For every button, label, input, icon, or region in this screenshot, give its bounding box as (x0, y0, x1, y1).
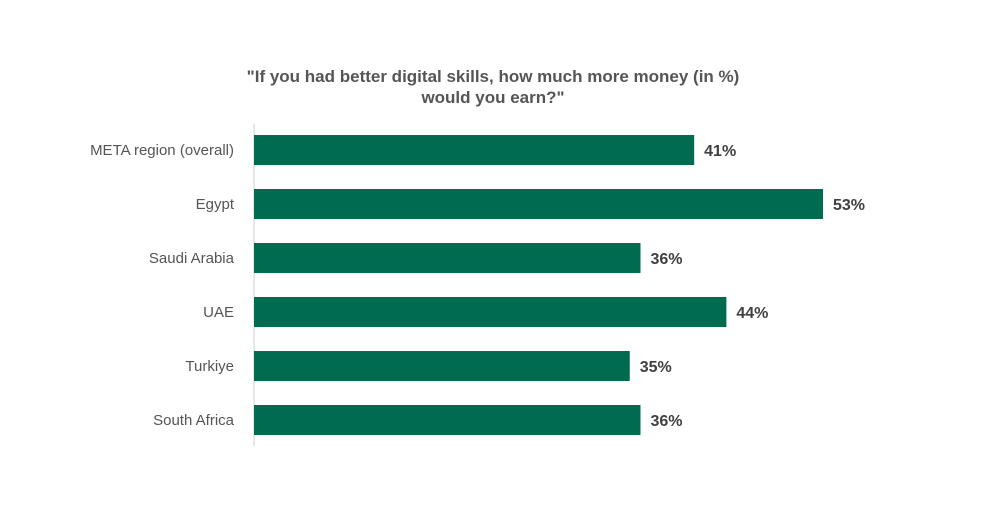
chart-title-line-2: would you earn?" (421, 88, 565, 107)
bar-uae (254, 297, 727, 327)
value-label-meta-region-overall: 41% (704, 143, 736, 160)
bar-egypt (254, 189, 823, 219)
bar-south-africa (254, 405, 641, 435)
bar-turkiye (254, 351, 630, 381)
value-label-south-africa: 36% (650, 413, 682, 430)
category-label-saudi-arabia: Saudi Arabia (149, 250, 235, 267)
category-label-uae: UAE (203, 304, 234, 321)
bars-layer: META region (overall) 41% Egypt 53% Saudi Ar… (90, 135, 865, 435)
chart-title-line-1: "If you had better digital skills, how m… (246, 67, 740, 86)
category-label-turkiye: Turkiye (185, 358, 234, 375)
value-label-uae: 44% (736, 305, 768, 322)
category-label-south-africa: South Africa (153, 412, 235, 429)
category-label-meta-region-overall: META region (overall) (90, 142, 234, 159)
chart-title: "If you had better digital skills, how m… (0, 66, 986, 108)
value-label-turkiye: 35% (640, 359, 672, 376)
bar-saudi-arabia (254, 243, 641, 273)
value-label-saudi-arabia: 36% (650, 251, 682, 268)
category-label-egypt: Egypt (196, 196, 235, 213)
value-label-egypt: 53% (833, 197, 865, 214)
bar-meta-region-overall (254, 135, 695, 165)
